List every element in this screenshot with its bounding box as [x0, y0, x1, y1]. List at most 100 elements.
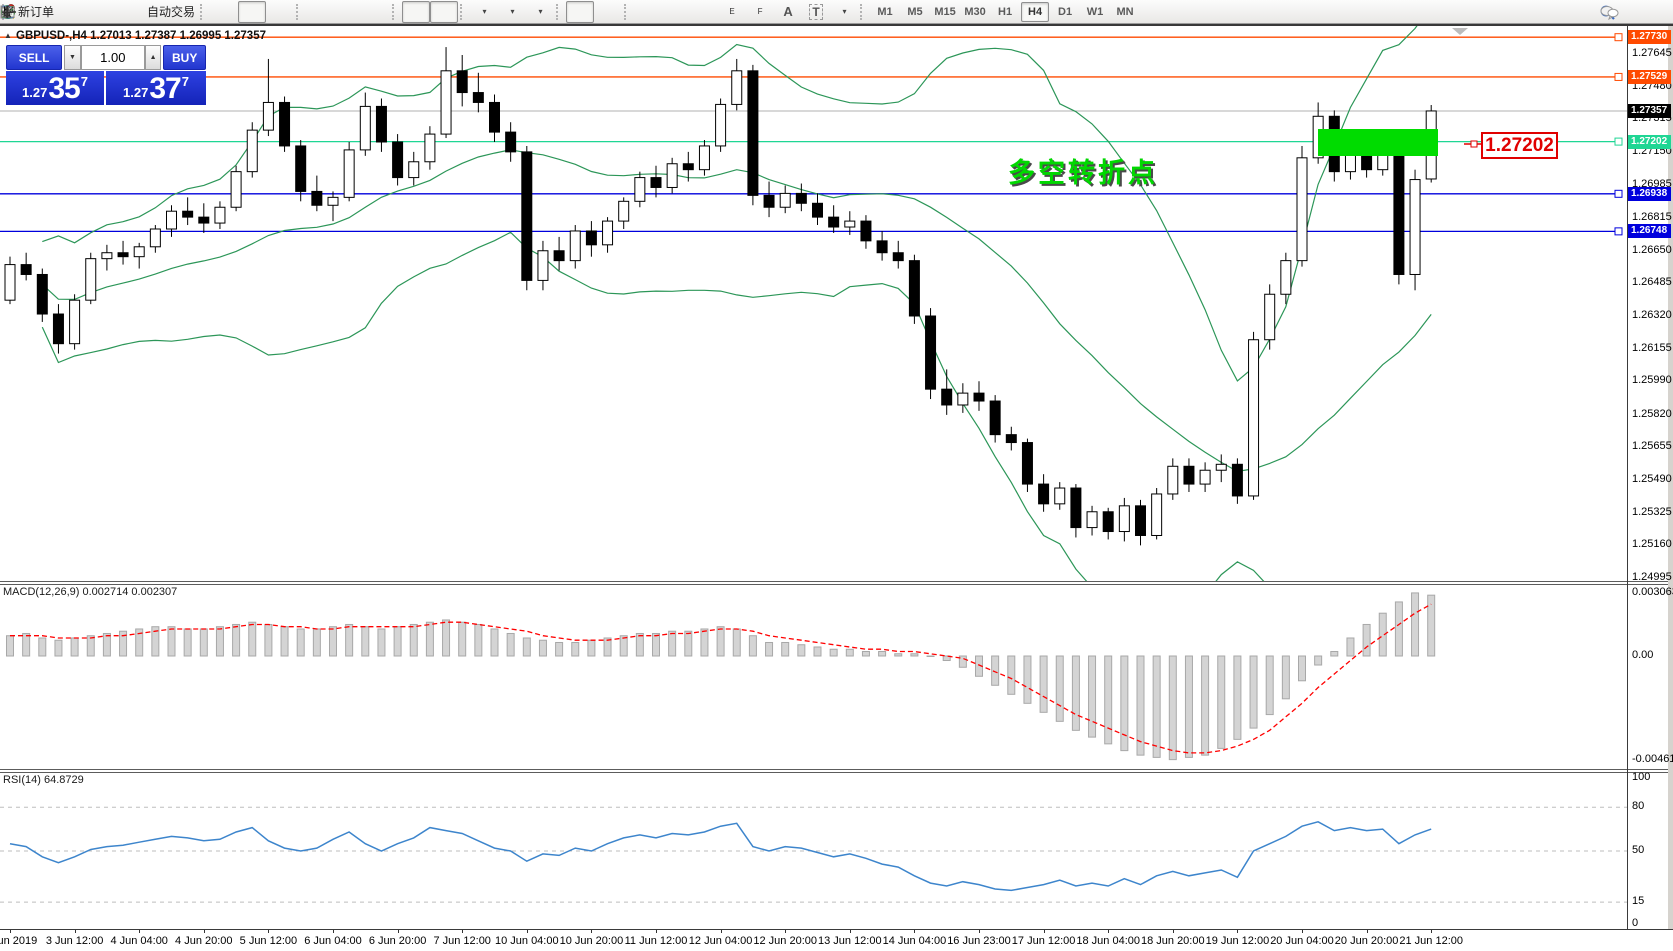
chat-button[interactable] [1600, 1, 1663, 23]
time-label: 10 Jun 04:00 [494, 935, 559, 947]
price-tick: 1.26650 [1632, 243, 1672, 256]
fibonacci-button[interactable]: F [2, 1, 774, 23]
symbol-marker-icon: ▲ [4, 31, 12, 40]
crosshair-button[interactable] [2, 1, 622, 23]
toolbar-grip[interactable] [392, 3, 399, 20]
timeframe-w1[interactable]: W1 [1086, 5, 1104, 18]
volume-up-button[interactable]: ▲ [144, 45, 162, 70]
toolbar-grip[interactable] [200, 3, 207, 20]
text-label-button[interactable]: T [802, 1, 830, 23]
time-label: 6 Jun 20:00 [368, 935, 427, 947]
time-label: 7 Jun 12:00 [433, 935, 491, 947]
timeframe-d1[interactable]: D1 [1058, 5, 1073, 18]
current-price-label: 1.27357 [1628, 103, 1671, 118]
time-tick [526, 930, 528, 933]
hline-1.27529[interactable] [0, 72, 1623, 81]
time-tick [1366, 930, 1368, 933]
toolbar-grip[interactable] [296, 3, 303, 20]
macd-label: MACD(12,26,9) 0.002714 0.002307 [3, 586, 178, 598]
buy-price-big: 37 [149, 72, 181, 105]
auto-trading-label: 自动交易 [147, 5, 196, 19]
highlight-rectangle[interactable] [1318, 129, 1438, 156]
auto-trading-button[interactable]: 自动交易 [2, 1, 198, 23]
toolbar-grip[interactable] [860, 3, 867, 20]
hline-1.26748[interactable] [0, 227, 1623, 236]
candlestick-button[interactable] [1, 0, 267, 23]
price-callout-label[interactable]: 1.27202 [1481, 132, 1558, 159]
time-label: 17 Jun 12:00 [1011, 935, 1076, 947]
auto-scroll-button[interactable] [2, 0, 431, 23]
price-tick: 1.25820 [1632, 407, 1672, 420]
bar-chart-button[interactable] [2, 1, 238, 23]
timeframe-m1[interactable]: M1 [877, 5, 893, 18]
buy-price[interactable]: 1.27 37 7 [106, 71, 206, 105]
macd-canvas[interactable] [0, 585, 1627, 769]
rsi-canvas[interactable] [0, 773, 1627, 929]
zoom-out-button[interactable] [2, 1, 362, 23]
toolbar-grip[interactable] [460, 3, 467, 20]
panel-splitter[interactable] [0, 581, 1673, 585]
horizontal-line-button[interactable] [2, 1, 690, 23]
fibonacci-letter: F [757, 7, 763, 16]
toolbar-grip[interactable] [624, 3, 631, 20]
panel-splitter[interactable] [0, 769, 1673, 773]
new-order-button[interactable]: 新订单 [0, 1, 57, 23]
market-watch-button[interactable] [1, 1, 113, 23]
time-label: 21 Jun 12:00 [1399, 935, 1463, 947]
price-label-1.27730: 1.27730 [1628, 30, 1671, 45]
hline-1.27730[interactable] [0, 33, 1623, 42]
time-tick [656, 930, 657, 933]
timeframe-m15[interactable]: M15 [934, 5, 956, 18]
sell-button[interactable]: SELL [6, 45, 63, 70]
time-label: 2 Jun 2019 [0, 935, 38, 947]
chart-shift-marker[interactable] [1452, 28, 1468, 35]
channel-button[interactable]: E [1, 1, 746, 23]
timeframe-m5[interactable]: M5 [907, 5, 923, 18]
arrows-button[interactable]: ▾ [3, 1, 858, 23]
templates-button[interactable]: ▾ [1, 1, 554, 23]
axis-divider [1627, 26, 1628, 929]
timeframe-mn[interactable]: MN [1116, 5, 1134, 18]
timeframe-m30[interactable]: M30 [964, 5, 986, 18]
time-tick [1172, 930, 1174, 933]
bollinger-band [41, 231, 1265, 581]
line-chart-button[interactable] [1, 1, 294, 23]
volume-down-button[interactable]: ▼ [64, 45, 81, 70]
vertical-line-button[interactable] [6, 1, 662, 23]
timeframe-h4[interactable]: H4 [1021, 1, 1050, 22]
indicators-button[interactable]: ▾ [1, 1, 498, 23]
volume-input[interactable]: 1.00 [80, 45, 145, 70]
time-tick [139, 930, 141, 933]
signals-button[interactable] [1, 1, 141, 23]
price-tick: 1.27645 [1632, 47, 1672, 59]
hline-1.26938[interactable] [0, 189, 1623, 198]
time-tick [914, 930, 916, 933]
cursor-button[interactable] [4, 0, 595, 23]
chart-shift-button[interactable] [2, 0, 459, 23]
chart-annotation-text[interactable]: 多空转折点 [1008, 158, 1158, 188]
candles-layer [4, 47, 1437, 546]
sell-price[interactable]: 1.27 35 7 [6, 71, 104, 105]
profiles-button[interactable] [1, 1, 85, 23]
rsi-axis-value: 50 [1632, 844, 1645, 856]
text-tool-icon: A [783, 4, 793, 19]
sell-price-big: 35 [48, 72, 80, 105]
time-label: 13 Jun 12:00 [817, 935, 882, 947]
text-tool-button[interactable]: A [774, 1, 802, 23]
trendline-button[interactable] [2, 1, 718, 23]
buy-button[interactable]: BUY [163, 45, 206, 70]
time-axis[interactable]: 2 Jun 2019 3 Jun 12:00 4 Jun 04:00 4 Jun 20… [0, 929, 1673, 951]
price-chart-canvas[interactable] [0, 26, 1627, 581]
timeframe-h1[interactable]: H1 [998, 5, 1013, 18]
periods-button[interactable]: ▾ [1, 1, 526, 23]
time-label: 19 Jun 12:00 [1205, 935, 1270, 947]
time-tick [720, 930, 722, 933]
toolbar-grip[interactable] [556, 3, 563, 20]
dropdown-caret: ▾ [538, 7, 543, 16]
zoom-in-button[interactable] [2, 1, 334, 23]
time-tick [268, 930, 270, 933]
tile-windows-button[interactable] [2, 1, 390, 23]
price-tick: 1.25655 [1632, 440, 1672, 453]
price-label-1.27529: 1.27529 [1628, 69, 1671, 84]
